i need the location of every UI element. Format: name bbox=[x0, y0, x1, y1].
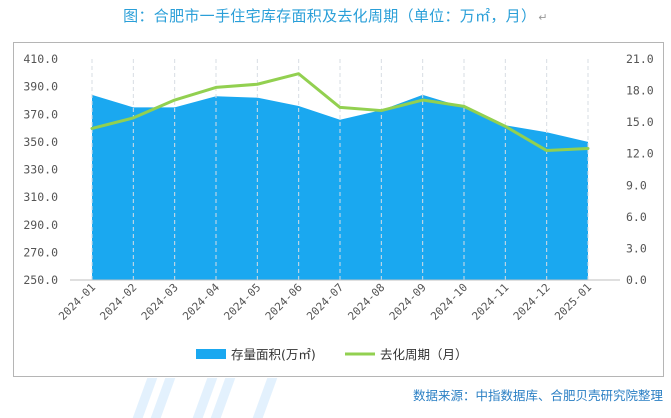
x-tick-label: 2024-11 bbox=[469, 281, 511, 323]
y-left-tick-label: 310.0 bbox=[23, 190, 58, 204]
x-tick-label: 2024-09 bbox=[387, 281, 429, 323]
y-right-tick-label: 15.0 bbox=[626, 115, 654, 129]
y-left-tick-label: 390.0 bbox=[23, 80, 58, 94]
y-right-tick-label: 3.0 bbox=[626, 241, 647, 255]
line-series-turnover bbox=[90, 72, 590, 153]
chart-title: 图：合肥市一手住宅库存面积及去化周期（单位：万㎡，月） ↵ bbox=[0, 5, 671, 26]
x-tick-label: 2025-01 bbox=[552, 281, 594, 323]
x-tick-label: 2024-10 bbox=[428, 281, 470, 323]
y-left-tick-label: 250.0 bbox=[23, 273, 58, 287]
y-left-tick-label: 290.0 bbox=[23, 218, 58, 232]
y-right-tick-label: 21.0 bbox=[626, 52, 654, 66]
chart-svg: 250.0 270.0 290.0 310.0 330.0 350.0 370.0 390.0… bbox=[23, 52, 654, 362]
x-tick-label: 2024-04 bbox=[180, 281, 222, 323]
y-left-tick-label: 350.0 bbox=[23, 135, 58, 149]
y-right-tick-label: 0.0 bbox=[626, 273, 647, 287]
y-left-tick-label: 410.0 bbox=[23, 52, 58, 66]
x-tick-label: 2024-12 bbox=[511, 281, 553, 323]
legend-label-turnover: 去化周期（月） bbox=[380, 347, 468, 362]
y-left-tick-label: 330.0 bbox=[23, 163, 58, 177]
x-tick-label: 2024-02 bbox=[97, 281, 139, 323]
x-tick-label: 2024-07 bbox=[304, 281, 346, 323]
y-left-tick-label: 270.0 bbox=[23, 245, 58, 259]
legend-label-inventory: 存量面积(万㎡) bbox=[231, 347, 316, 362]
x-tick-label: 2024-06 bbox=[263, 281, 305, 323]
y-right-tick-label: 18.0 bbox=[626, 84, 654, 98]
chart-frame bbox=[13, 42, 664, 377]
y-right-tick-label: 12.0 bbox=[626, 147, 654, 161]
data-source: 数据来源：中指数据库、合肥贝壳研究院整理 bbox=[412, 388, 663, 403]
paragraph-mark: ↵ bbox=[538, 11, 548, 24]
chart-title-text: 图：合肥市一手住宅库存面积及去化周期（单位：万㎡，月） bbox=[123, 7, 537, 25]
x-tick-label: 2024-08 bbox=[345, 281, 387, 323]
x-tick-label: 2024-05 bbox=[221, 281, 263, 323]
x-tick-label: 2024-03 bbox=[139, 281, 181, 323]
y-right-tick-label: 9.0 bbox=[626, 178, 647, 192]
y-left-tick-label: 370.0 bbox=[23, 107, 58, 121]
legend-swatch-inventory bbox=[196, 349, 226, 359]
x-tick-label: 2024-01 bbox=[56, 281, 98, 323]
y-right-tick-label: 6.0 bbox=[626, 210, 647, 224]
